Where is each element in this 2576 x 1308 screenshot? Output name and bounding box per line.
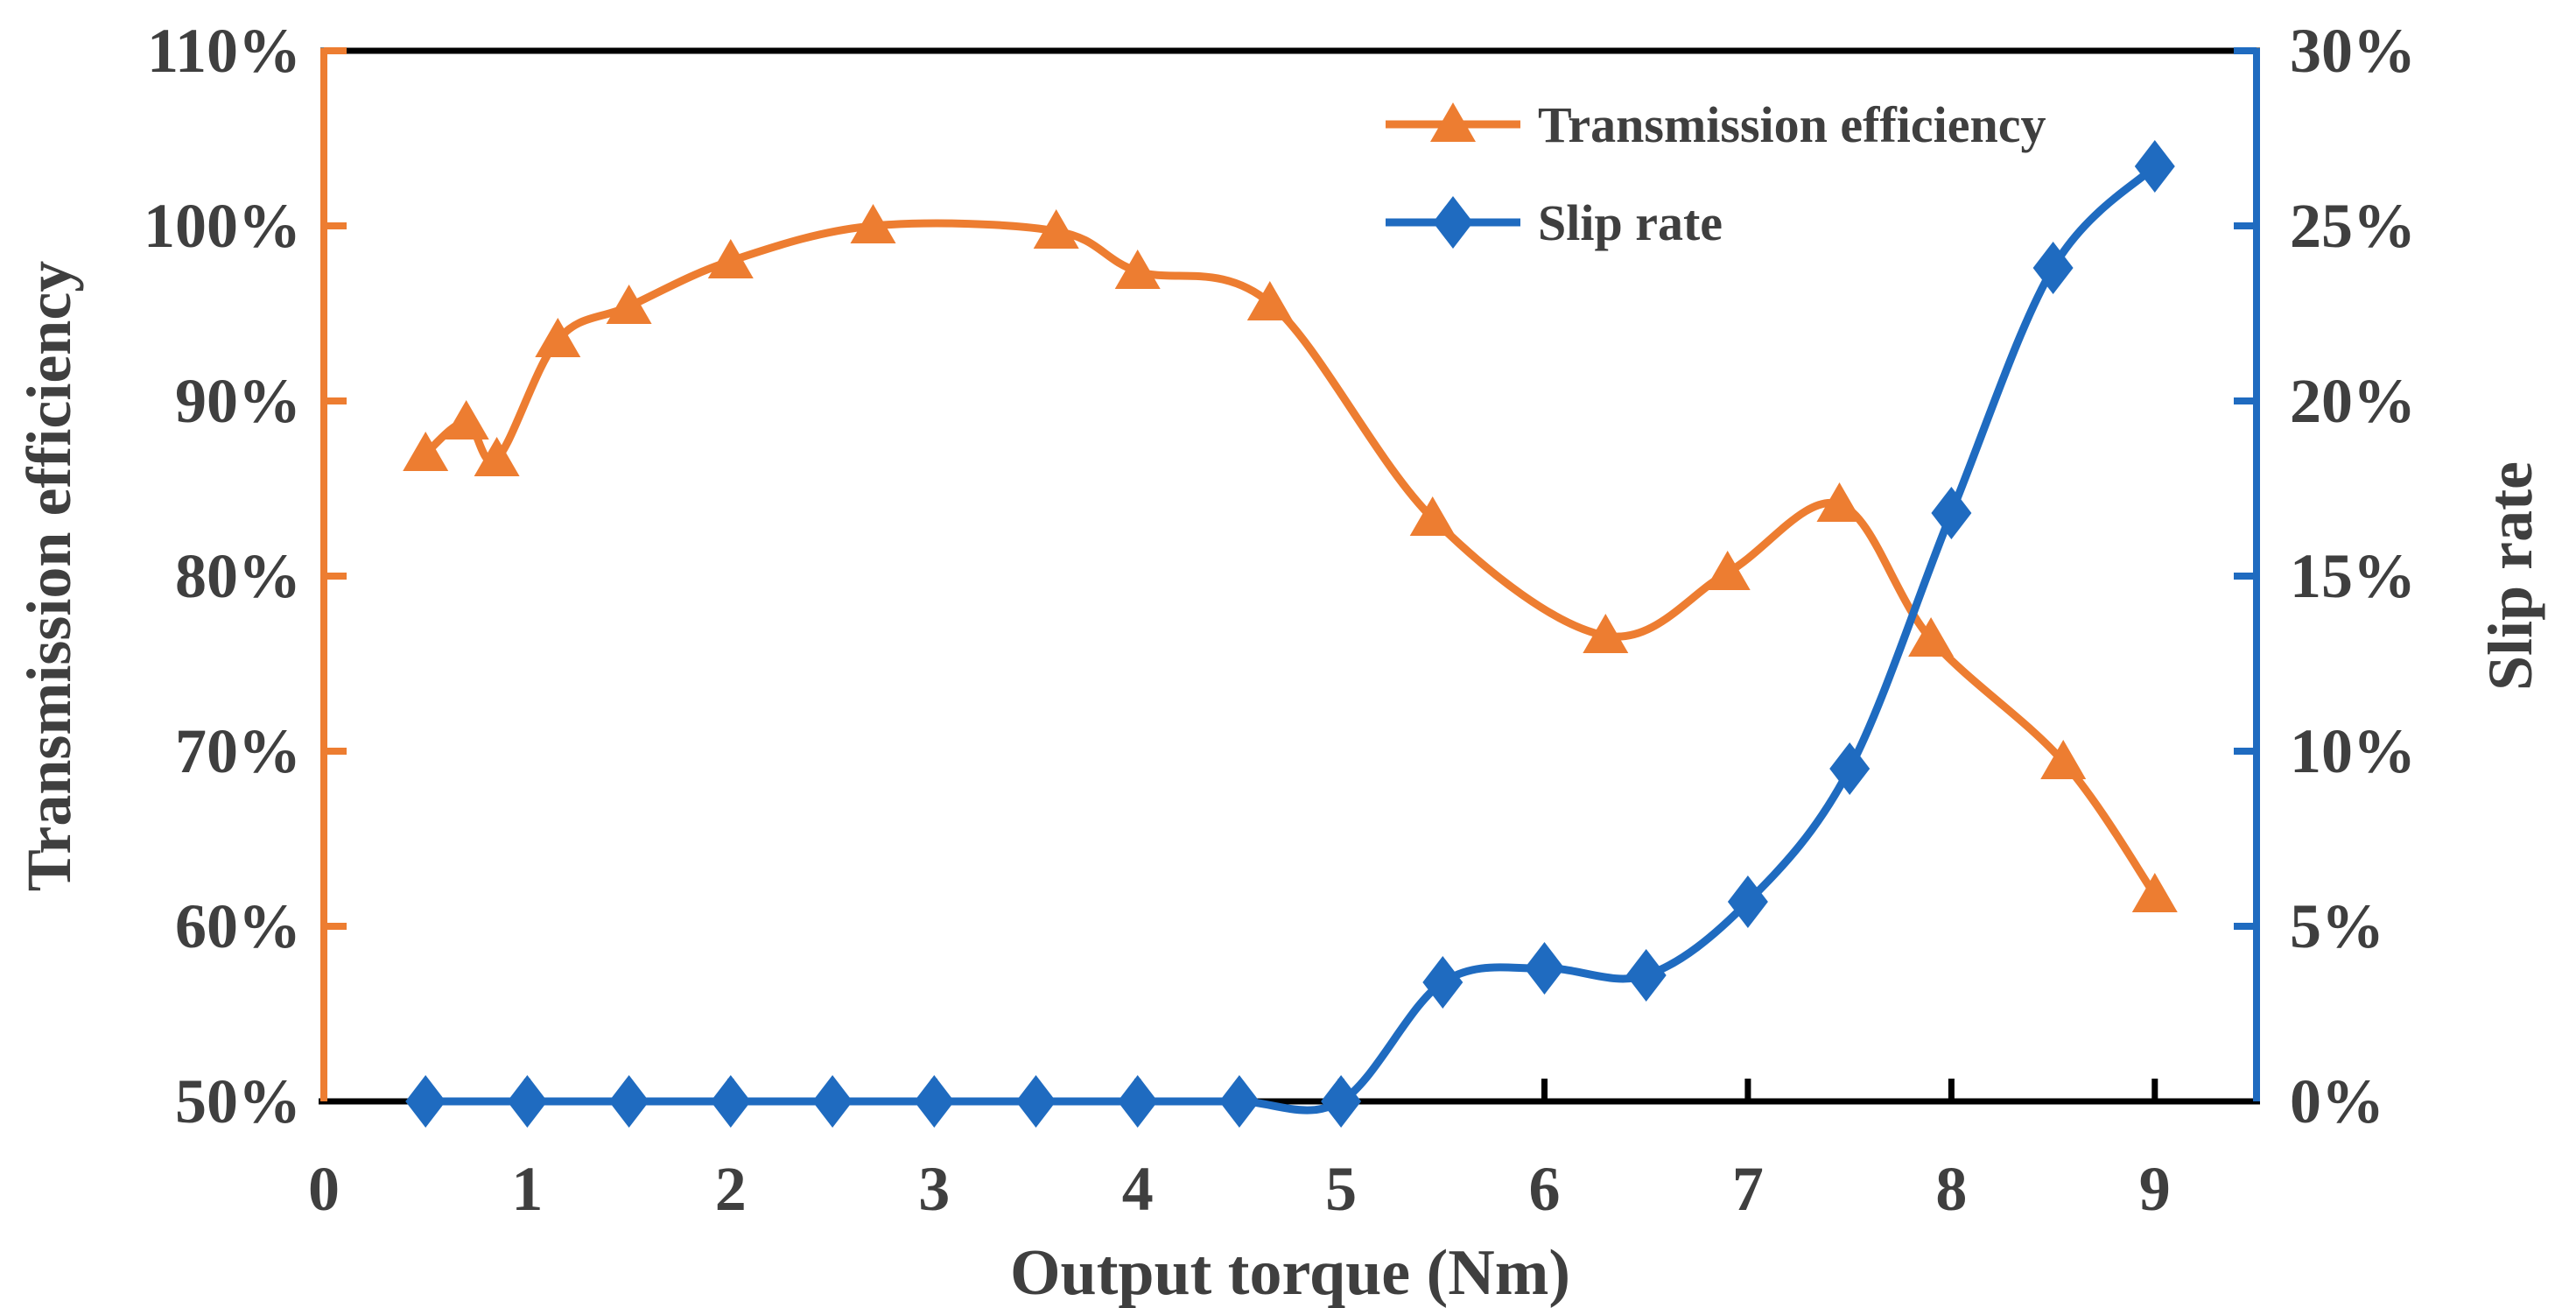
- triangle-data-marker: [535, 318, 581, 357]
- right-tick-label: 15%: [2290, 541, 2416, 611]
- triangle-marker-icon: [1386, 102, 1520, 142]
- x-tick-label: 5: [1325, 1154, 1357, 1224]
- left-tick-label: 60%: [175, 891, 301, 961]
- series-slip-rate: [405, 140, 2175, 1128]
- left-tick-label: 100%: [144, 191, 301, 261]
- left-tick-label: 80%: [175, 541, 301, 611]
- legend-label-slip: Slip rate: [1538, 194, 1723, 251]
- triangle-data-marker: [606, 285, 652, 324]
- diamond-data-marker: [2032, 242, 2074, 294]
- x-tick-label: 4: [1122, 1154, 1154, 1224]
- x-tick-label: 1: [511, 1154, 543, 1224]
- x-tick-label: 0: [308, 1154, 340, 1224]
- left-tick-label: 110%: [147, 16, 301, 86]
- series-layer: [403, 140, 2178, 1128]
- triangle-data-marker: [1409, 496, 1456, 536]
- triangle-data-marker: [474, 437, 520, 476]
- diamond-data-marker: [1625, 949, 1667, 1002]
- diamond-data-marker: [2134, 140, 2175, 193]
- legend-diamond-marker: [1433, 196, 1473, 249]
- legend: Transmission efficiency Slip rate: [1386, 96, 2046, 251]
- legend-triangle-marker: [1430, 102, 1476, 142]
- left-tick-label: 50%: [175, 1066, 301, 1136]
- x-tick-label: 2: [715, 1154, 747, 1224]
- diamond-data-marker: [1117, 1075, 1158, 1128]
- legend-item-efficiency: Transmission efficiency: [1386, 96, 2046, 153]
- diamond-data-marker: [1829, 742, 1871, 795]
- diamond-data-marker: [1422, 956, 1463, 1009]
- diamond-data-marker: [710, 1075, 751, 1128]
- diamond-data-marker: [1524, 942, 1565, 995]
- triangle-data-marker: [1816, 482, 1863, 522]
- x-tick-label: 3: [918, 1154, 950, 1224]
- diamond-data-marker: [1015, 1075, 1056, 1128]
- right-tick-label: 0%: [2290, 1066, 2384, 1136]
- diamond-data-marker: [608, 1075, 649, 1128]
- left-tick-label: 90%: [175, 366, 301, 436]
- diamond-data-marker: [1321, 1075, 1362, 1128]
- triangle-data-marker: [707, 239, 754, 278]
- right-tick-label: 10%: [2290, 716, 2416, 786]
- diamond-data-marker: [405, 1075, 446, 1128]
- axes-layer: [319, 47, 2260, 1105]
- diamond-data-marker: [507, 1075, 548, 1128]
- triangle-data-marker: [850, 204, 896, 243]
- x-tick-label: 8: [1935, 1154, 1967, 1224]
- x-tick-label: 6: [1529, 1154, 1561, 1224]
- right-tick-label: 5%: [2290, 891, 2384, 961]
- triangle-data-marker: [1704, 551, 1751, 590]
- diamond-data-marker: [1931, 487, 1972, 539]
- triangle-data-marker: [1908, 617, 1955, 657]
- triangle-data-marker: [443, 400, 489, 440]
- diamond-data-marker: [1727, 876, 1768, 928]
- diamond-marker-icon: [1386, 196, 1520, 249]
- series-line: [421, 162, 2159, 1115]
- left-tick-label: 70%: [175, 716, 301, 786]
- x-tick-label: 9: [2139, 1154, 2171, 1224]
- right-tick-label: 30%: [2290, 16, 2416, 86]
- x-tick-label: 7: [1732, 1154, 1764, 1224]
- triangle-data-marker: [1033, 209, 1079, 249]
- legend-label-efficiency: Transmission efficiency: [1538, 96, 2046, 153]
- triangle-data-marker: [1583, 614, 1629, 653]
- triangle-data-marker: [1246, 281, 1293, 320]
- diamond-data-marker: [914, 1075, 955, 1128]
- diamond-data-marker: [1218, 1075, 1260, 1128]
- triangle-data-marker: [403, 432, 449, 471]
- series-line: [421, 219, 2159, 899]
- x-axis-title: Output torque (Nm): [1010, 1237, 1570, 1308]
- series-efficiency: [403, 204, 2178, 912]
- left-axis-title: Transmission efficiency: [14, 261, 84, 892]
- right-tick-label: 25%: [2290, 191, 2416, 261]
- triangle-data-marker: [2040, 740, 2087, 779]
- right-tick-label: 20%: [2290, 366, 2416, 436]
- tick-label-layer: 50% 60% 70% 80% 90% 100% 110% 0% 5% 10% 15% 20% 25% 3…: [144, 16, 2416, 1224]
- right-axis-title: Slip rate: [2475, 461, 2545, 691]
- diamond-data-marker: [812, 1075, 853, 1128]
- legend-item-slip: Slip rate: [1386, 194, 1723, 251]
- triangle-data-marker: [1114, 250, 1161, 289]
- triangle-data-marker: [2131, 873, 2178, 912]
